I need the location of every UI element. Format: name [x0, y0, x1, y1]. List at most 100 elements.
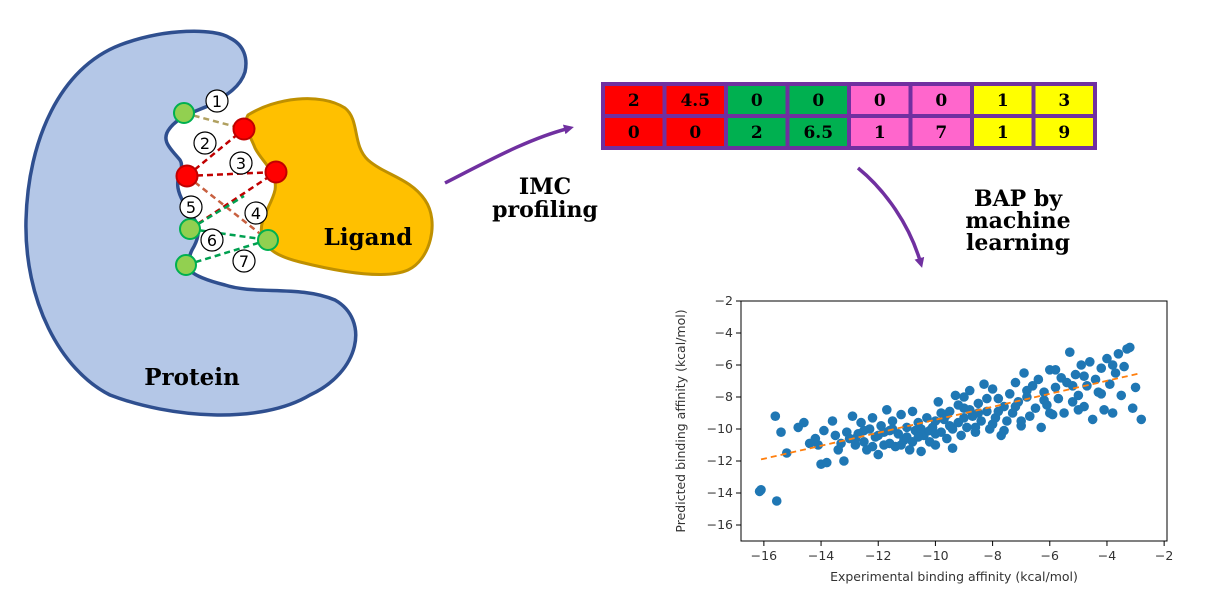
data-point: [896, 409, 906, 420]
data-point: [1107, 408, 1118, 418]
data-point: [1024, 411, 1035, 422]
data-point: [804, 438, 815, 449]
x-axis-label: Experimental binding affinity (kcal/mol): [830, 569, 1078, 584]
table-cell: [851, 86, 909, 114]
data-point: [1010, 401, 1021, 412]
data-point: [879, 440, 889, 450]
green-atom: [257, 229, 279, 251]
data-point: [950, 390, 961, 401]
data-point: [1079, 371, 1089, 382]
table-cell: [666, 86, 724, 114]
table-cell: [912, 118, 970, 146]
data-point: [1050, 365, 1061, 375]
y-tick-label: −6: [715, 357, 733, 372]
y-tick-label: −4: [715, 325, 733, 340]
data-point: [953, 400, 964, 410]
y-tick-label: −16: [707, 517, 733, 532]
atoms: [173, 102, 288, 276]
data-point: [982, 393, 992, 404]
data-point: [847, 411, 858, 422]
table-cell-value: 0: [628, 123, 640, 143]
bap-label-line1: BAP by: [974, 186, 1063, 212]
table-cell-value: 1: [874, 123, 886, 143]
data-point: [907, 406, 918, 417]
data-point: [916, 446, 926, 457]
table-cell: [728, 118, 786, 146]
protein-label: Protein: [144, 364, 240, 391]
interaction-line: [186, 170, 277, 178]
data-point: [887, 416, 898, 426]
red-atom: [175, 164, 199, 188]
data-point: [1022, 385, 1032, 396]
data-point: [1039, 395, 1049, 406]
data-point: [959, 413, 969, 423]
x-tick-label: −14: [808, 548, 834, 563]
data-point: [1033, 374, 1044, 385]
interaction-number-4: 4: [244, 201, 268, 225]
data-point: [944, 421, 955, 431]
data-point: [982, 406, 992, 417]
y-tick-label: −10: [707, 421, 733, 436]
svg-text:5: 5: [186, 198, 196, 217]
data-point: [859, 425, 869, 436]
interaction-number-3: 3: [229, 151, 253, 175]
data-point: [1127, 403, 1138, 414]
data-point: [947, 443, 958, 454]
data-point: [1085, 357, 1095, 367]
x-tick-label: −6: [1041, 548, 1059, 563]
data-point: [1107, 360, 1118, 370]
table-cell-value: 0: [874, 91, 886, 111]
data-point: [1073, 405, 1084, 415]
svg-text:2: 2: [200, 134, 210, 153]
data-point: [979, 379, 989, 390]
x-tick-label: −8: [983, 548, 1001, 563]
ligand-label: Ligand: [324, 224, 413, 251]
green-atom: [175, 254, 197, 276]
imc-label-line1: IMC: [519, 174, 571, 200]
data-point: [976, 416, 986, 426]
data-point: [813, 440, 823, 450]
data-point: [1067, 381, 1078, 391]
x-tick-label: −12: [865, 548, 891, 563]
imc-label-line2: profiling: [492, 197, 598, 223]
data-point: [867, 413, 878, 423]
data-point: [959, 392, 969, 402]
data-point: [962, 422, 972, 433]
data-point: [933, 397, 944, 407]
data-point: [867, 441, 878, 452]
interaction-line: [189, 170, 277, 231]
interaction-number-5: 5: [179, 195, 203, 219]
data-point: [913, 432, 924, 442]
data-point: [896, 440, 906, 450]
green-atom: [173, 102, 195, 124]
table-cell: [974, 118, 1032, 146]
y-axis-label: Predicted binding affinity (kcal/mol): [673, 309, 688, 532]
data-point: [1130, 382, 1141, 393]
scatter-chart: −16 −14 −12 −10 −8 −6 −4 −2−2−4−6−8−10−12−14−16…: [673, 293, 1173, 584]
red-atom: [232, 117, 256, 141]
interaction-number-7: 7: [232, 249, 256, 273]
table-cell-value: 4.5: [680, 91, 710, 111]
table-cell-value: 3: [1058, 91, 1070, 111]
data-point: [1116, 390, 1127, 401]
data-point: [904, 445, 915, 455]
data-point: [859, 437, 869, 447]
data-point: [1087, 414, 1098, 425]
data-point: [1002, 416, 1012, 426]
data-point: [830, 430, 841, 441]
arrow-bap-ml: [856, 166, 925, 268]
table-cell: [728, 86, 786, 114]
data-point: [1004, 389, 1015, 399]
data-point: [956, 430, 966, 441]
data-point: [999, 425, 1009, 436]
data-point: [1102, 353, 1112, 364]
table-cell-value: 1: [997, 123, 1009, 143]
data-point: [770, 411, 781, 422]
data-point: [1119, 361, 1129, 372]
y-tick-label: −14: [707, 485, 733, 500]
table-cell-value: 0: [935, 91, 947, 111]
data-point: [970, 422, 981, 433]
data-point: [1019, 368, 1029, 378]
table-cell-value: 2: [628, 91, 640, 111]
